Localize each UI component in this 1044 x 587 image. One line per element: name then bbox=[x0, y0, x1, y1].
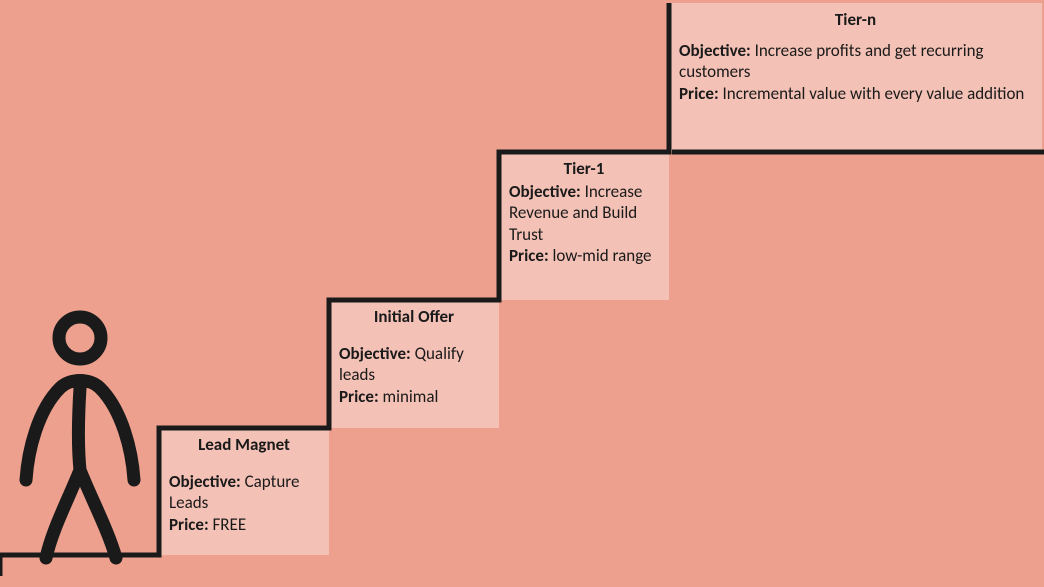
price-value: low-mid range bbox=[552, 245, 651, 266]
step-initial-offer: Initial Offer Objective: Qualify leadsPri… bbox=[329, 300, 499, 428]
step-tier-n: Tier-n Objective: Increase profits and ge… bbox=[669, 3, 1042, 152]
step-body: Objective: Increase Revenue and Build Tr… bbox=[509, 181, 659, 266]
step-body: Objective: Capture LeadsPrice: FREE bbox=[169, 471, 319, 535]
price-label: Price: bbox=[339, 386, 379, 407]
price-label: Price: bbox=[509, 245, 549, 266]
step-title: Tier-1 bbox=[509, 158, 659, 179]
price-label: Price: bbox=[169, 514, 209, 535]
step-title: Initial Offer bbox=[339, 306, 489, 327]
price-value: minimal bbox=[382, 386, 438, 407]
price-value: Incremental value with every value addit… bbox=[722, 83, 1024, 104]
objective-label: Objective: bbox=[679, 40, 751, 61]
objective-label: Objective: bbox=[169, 471, 241, 492]
step-body: Objective: Qualify leadsPrice: minimal bbox=[339, 343, 489, 407]
step-body: Objective: Increase profits and get recu… bbox=[679, 40, 1032, 104]
price-value: FREE bbox=[212, 514, 246, 535]
step-tier-1: Tier-1Objective: Increase Revenue and Bu… bbox=[499, 152, 669, 300]
price-label: Price: bbox=[679, 83, 719, 104]
step-lead-magnet: Lead Magnet Objective: Capture LeadsPrice… bbox=[159, 428, 329, 555]
diagram-canvas: Lead Magnet Objective: Capture LeadsPrice… bbox=[0, 0, 1044, 587]
step-title: Lead Magnet bbox=[169, 434, 319, 455]
person-icon bbox=[8, 310, 153, 565]
step-title: Tier-n bbox=[679, 9, 1032, 30]
objective-label: Objective: bbox=[339, 343, 411, 364]
objective-label: Objective: bbox=[509, 181, 581, 202]
